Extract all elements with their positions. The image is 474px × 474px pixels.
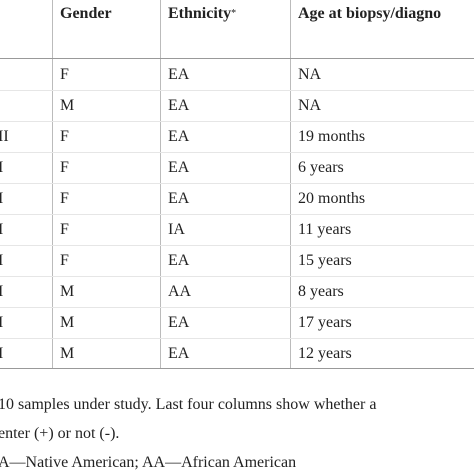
table-cell: EA [168, 345, 190, 362]
table-cell: EA [168, 190, 190, 207]
header-cell: Gender [60, 5, 112, 22]
table-cell: I [0, 221, 4, 238]
header-cell: Ethnicity* [168, 4, 236, 24]
table-cell: 15 years [298, 252, 352, 269]
table-cell: 8 years [298, 283, 344, 300]
table-cell: F [60, 221, 69, 238]
table-cell: 20 months [298, 190, 366, 207]
table-cell: II [0, 128, 9, 145]
footnote: A—Native American; AA—African American [0, 454, 297, 471]
table-cell: 11 years [298, 221, 352, 238]
table-cell: F [60, 252, 69, 269]
column-rule [52, 0, 53, 368]
header-rule [0, 58, 474, 59]
table-cell: 6 years [298, 159, 344, 176]
table-cell: I [0, 345, 4, 362]
table-cell: 12 years [298, 345, 352, 362]
table-cell: F [60, 190, 69, 207]
table-cell: EA [168, 128, 190, 145]
table-cell: EA [168, 66, 190, 83]
table-cell: F [60, 66, 69, 83]
row-rule [0, 121, 474, 122]
table-cell: EA [168, 314, 190, 331]
header-text: Ethnicity [168, 5, 232, 22]
table-cell: M [60, 97, 75, 114]
footnote: enter (+) or not (-). [0, 425, 120, 442]
table-bottom-rule [0, 368, 474, 369]
table-cell: 17 years [298, 314, 352, 331]
table-cell: NA [298, 97, 322, 114]
row-rule [0, 276, 474, 277]
footnote: 10 samples under study. Last four column… [0, 396, 377, 413]
table-cell: IA [168, 221, 185, 238]
table-cell: AA [168, 283, 192, 300]
header-cell: Age at biopsy/diagno [298, 5, 442, 22]
column-rule [160, 0, 161, 368]
table-cell: NA [298, 66, 322, 83]
row-rule [0, 183, 474, 184]
column-rule [290, 0, 291, 368]
table-cell: EA [168, 159, 190, 176]
table-cell: EA [168, 97, 190, 114]
table-cell: I [0, 314, 4, 331]
row-rule [0, 214, 474, 215]
table-cell: M [60, 345, 75, 362]
table-cell: M [60, 314, 75, 331]
row-rule [0, 307, 474, 308]
table-cell: I [0, 159, 4, 176]
row-rule [0, 245, 474, 246]
table-cell: M [60, 283, 75, 300]
table-cell: I [0, 283, 4, 300]
table-cell: 19 months [298, 128, 366, 145]
table-cell: I [0, 252, 4, 269]
row-rule [0, 338, 474, 339]
row-rule [0, 152, 474, 153]
table-cell: F [60, 159, 69, 176]
table-cell: EA [168, 252, 190, 269]
table-cell: I [0, 190, 4, 207]
table-cell: F [60, 128, 69, 145]
header-note: * [231, 8, 237, 19]
row-rule [0, 90, 474, 91]
